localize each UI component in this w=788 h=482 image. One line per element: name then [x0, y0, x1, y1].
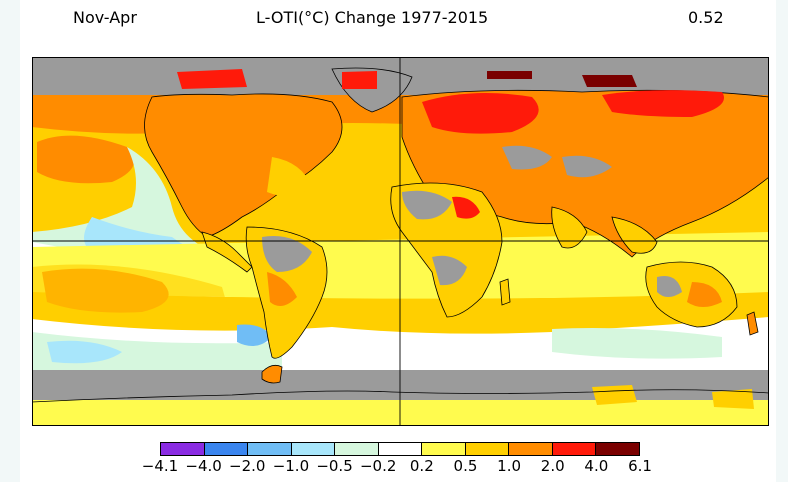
antarctic-peninsula	[261, 364, 283, 384]
new-zealand	[746, 311, 759, 336]
southern-ocean-blue-2	[237, 324, 272, 346]
legend-swatch	[509, 443, 553, 455]
legend-tick-label: 1.0	[497, 457, 522, 475]
north-america-land	[144, 93, 343, 238]
map-border	[32, 57, 769, 426]
legend-swatch	[204, 443, 249, 455]
europe-red	[177, 69, 377, 89]
se-asia	[611, 216, 658, 254]
s-africa-no-data	[432, 255, 467, 286]
central-asia-no-data	[502, 145, 612, 178]
antarctic-no-data	[32, 370, 769, 400]
east-siberia-red	[602, 90, 724, 117]
antarctic-yellow	[32, 400, 769, 426]
s-pacific-yellow-ring	[32, 264, 232, 324]
arctic-darkred	[487, 71, 637, 87]
australia-orange	[687, 282, 722, 307]
legend-swatch	[378, 443, 423, 455]
frame-right-margin	[776, 0, 788, 482]
map-title: L-OTI(°C) Change 1977-2015	[256, 8, 489, 27]
legend-tick-label: 4.0	[584, 457, 609, 475]
legend-swatch	[335, 443, 379, 455]
legend-tick-label: −1.0	[272, 457, 310, 475]
legend-tick-label: −2.0	[229, 457, 266, 475]
legend-color-bar	[160, 442, 640, 456]
legend-tick-label: −0.5	[316, 457, 353, 475]
amazon-no-data	[262, 236, 312, 272]
legend-tick-label: 2.0	[540, 457, 565, 475]
australia-no-data	[657, 276, 682, 297]
legend-tick-label: −4.1	[141, 457, 179, 475]
madagascar	[499, 278, 511, 306]
north-america-east-yellow	[267, 157, 312, 196]
frame-left-margin	[0, 0, 20, 482]
legend-swatch	[291, 443, 336, 455]
n-pacific-warm-blob	[37, 135, 135, 184]
india-yellow	[551, 206, 588, 249]
southern-ocean-blue-1	[47, 340, 122, 364]
legend-tick-label: 0.2	[409, 457, 434, 475]
season-label: Nov-Apr	[73, 8, 137, 27]
legend-swatch	[465, 443, 510, 455]
legend-tick-label: 0.5	[453, 457, 478, 475]
legend-swatch	[248, 443, 292, 455]
temperature-change-map	[32, 57, 769, 426]
southern-ocean-green-2	[552, 328, 722, 359]
antarctic-orange-patches	[592, 385, 754, 409]
color-legend: −4.1 −4.0 −2.0 −1.0 −0.5 −0.2 0.2 0.5 1.0 2.0 4.0 6…	[140, 442, 660, 482]
legend-swatch	[552, 443, 597, 455]
legend-tick-label: 6.1	[628, 457, 652, 475]
antarctica-coastline	[32, 389, 769, 403]
legend-swatch	[422, 443, 466, 455]
siberia-red	[422, 93, 539, 134]
legend-tick-label: −4.0	[185, 457, 222, 475]
central-america	[201, 231, 253, 273]
sahara-no-data	[402, 190, 452, 220]
legend-tick-label: −0.2	[359, 457, 397, 475]
legend-swatch	[596, 443, 640, 455]
global-mean-value: 0.52	[688, 8, 724, 27]
s-america-orange	[267, 272, 297, 306]
east-africa-red	[452, 196, 480, 219]
legend-swatch	[161, 443, 205, 455]
